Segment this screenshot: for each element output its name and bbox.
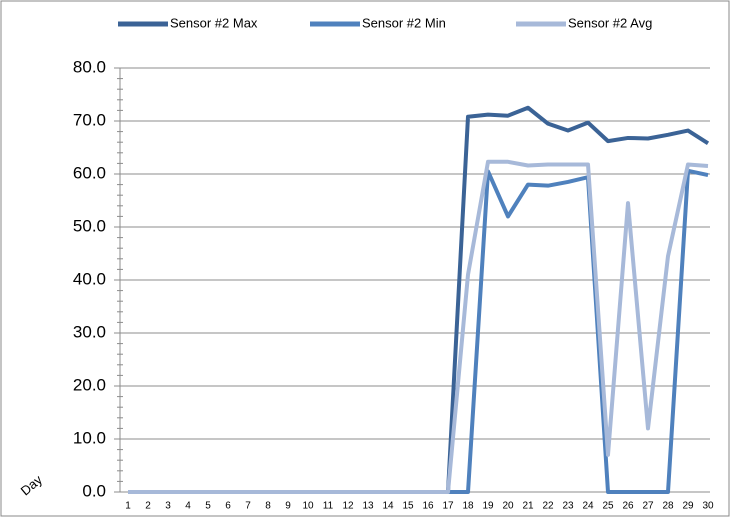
x-tick-label: 18 bbox=[462, 501, 474, 512]
x-tick-label: 5 bbox=[205, 501, 211, 512]
legend-label: Sensor #2 Min bbox=[362, 15, 446, 30]
x-tick-label: 8 bbox=[265, 501, 271, 512]
y-tick-label: 40.0 bbox=[73, 269, 106, 288]
x-tick-label: 11 bbox=[323, 501, 334, 512]
x-tick-label: 20 bbox=[502, 501, 514, 512]
x-tick-label: 3 bbox=[165, 501, 171, 512]
series-line bbox=[128, 159, 709, 494]
x-tick-label: 14 bbox=[382, 501, 394, 512]
x-tick-label: 21 bbox=[522, 501, 534, 512]
x-tick-label: 28 bbox=[662, 501, 674, 512]
x-tick-label: 25 bbox=[602, 501, 614, 512]
legend-label: Sensor #2 Max bbox=[170, 15, 258, 30]
y-tick-label: 30.0 bbox=[73, 322, 106, 341]
x-tick-label: 29 bbox=[682, 501, 694, 512]
x-tick-label: 30 bbox=[702, 501, 714, 512]
x-tick-label: 13 bbox=[362, 501, 374, 512]
y-tick-label: 70.0 bbox=[73, 110, 106, 129]
x-tick-label: 6 bbox=[225, 501, 231, 512]
legend-label: Sensor #2 Avg bbox=[568, 15, 652, 30]
x-tick-label: 19 bbox=[482, 501, 494, 512]
x-tick-label: 1 bbox=[125, 501, 131, 512]
x-tick-label: 4 bbox=[185, 501, 191, 512]
x-tick-label: 23 bbox=[562, 501, 574, 512]
x-tick-label: 7 bbox=[245, 501, 251, 512]
y-tick-label: 60.0 bbox=[73, 163, 106, 182]
x-tick-label: 24 bbox=[582, 501, 594, 512]
x-tick-label: 15 bbox=[402, 501, 414, 512]
x-tick-label: 12 bbox=[342, 501, 354, 512]
x-tick-label: 2 bbox=[145, 501, 151, 512]
x-tick-label: 9 bbox=[285, 501, 291, 512]
x-tick-label: 22 bbox=[542, 501, 554, 512]
y-tick-label: 20.0 bbox=[73, 375, 106, 394]
y-tick-label: 10.0 bbox=[73, 428, 106, 447]
y-tick-label: 80.0 bbox=[73, 57, 106, 76]
x-tick-label: 27 bbox=[642, 501, 654, 512]
x-tick-label: 10 bbox=[302, 501, 314, 512]
x-tick-label: 17 bbox=[442, 501, 454, 512]
y-tick-label: 0.0 bbox=[82, 481, 106, 500]
y-tick-label: 50.0 bbox=[73, 216, 106, 235]
x-tick-label: 16 bbox=[422, 501, 434, 512]
x-tick-label: 26 bbox=[622, 501, 634, 512]
